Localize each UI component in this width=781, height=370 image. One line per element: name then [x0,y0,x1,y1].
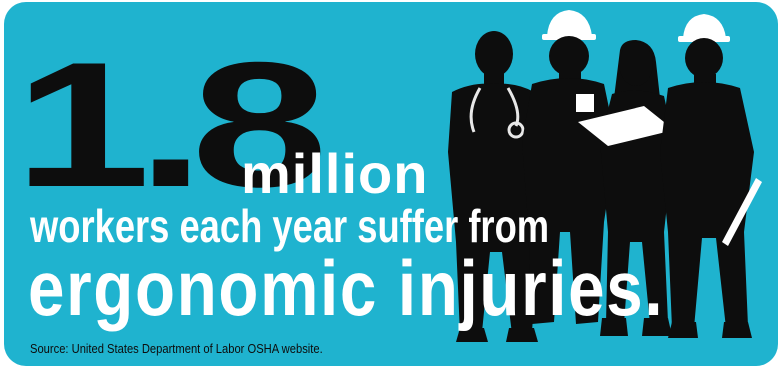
infographic-card: 1.8 million workers each year suffer fro… [4,2,778,366]
statistic-headline: ergonomic injuries. [28,244,665,332]
construction-worker-silhouette-icon [522,10,616,324]
workers-silhouettes [448,10,762,342]
statistic-unit: million [241,142,429,205]
office-worker-silhouette-icon [578,40,674,336]
statistic-description-line: workers each year suffer from [30,200,550,252]
doctor-silhouette-icon [448,31,544,342]
source-citation: Source: United States Department of Labo… [30,341,323,356]
statistic-number: 1.8 [14,25,328,224]
engineer-silhouette-icon [660,14,762,338]
